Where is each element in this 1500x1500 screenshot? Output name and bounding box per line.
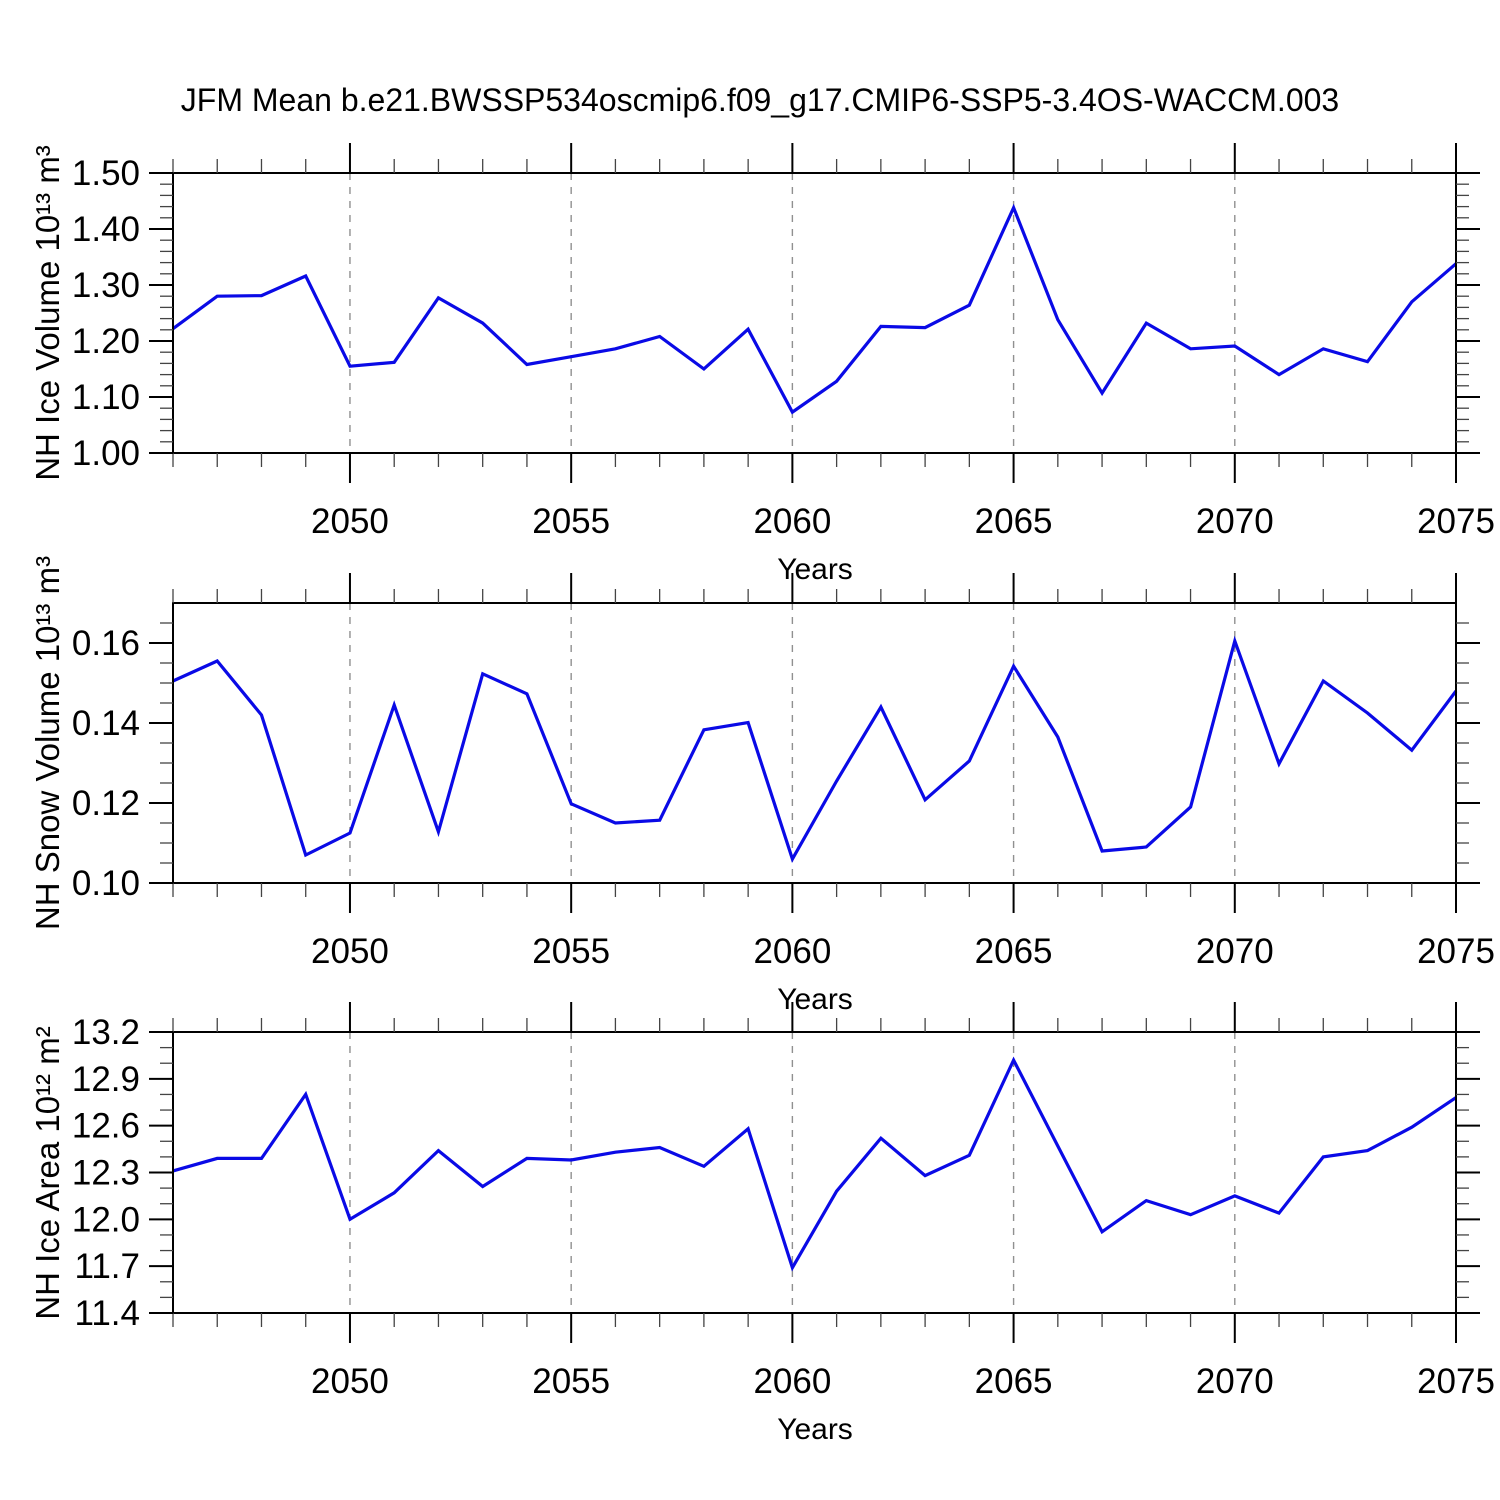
y-tick-label: 12.3 bbox=[72, 1154, 140, 1193]
line-series bbox=[172, 635, 1458, 863]
y-tick-label: 11.7 bbox=[74, 1247, 140, 1286]
x-tick-label: 2055 bbox=[532, 502, 610, 541]
line-series bbox=[172, 1056, 1457, 1272]
x-tick-label: 2060 bbox=[753, 502, 831, 541]
x-tick-label: 2050 bbox=[311, 932, 389, 971]
x-tick-label: 2065 bbox=[975, 932, 1053, 971]
y-tick-label: 0.14 bbox=[72, 704, 140, 743]
x-axis-label-years-bottom: Years bbox=[777, 1413, 853, 1446]
plot-frame bbox=[172, 1031, 1457, 1314]
y-tick-label: 0.16 bbox=[72, 624, 140, 663]
x-axis-label-years-middle: Years bbox=[777, 983, 853, 1016]
x-tick-label: 2075 bbox=[1417, 932, 1495, 971]
y-tick-label: 11.4 bbox=[74, 1294, 140, 1333]
line-series bbox=[172, 203, 1458, 415]
y-tick-label: 12.9 bbox=[72, 1060, 140, 1099]
x-tick-label: 2070 bbox=[1196, 502, 1274, 541]
y-tick-label: 1.20 bbox=[72, 322, 140, 361]
plot-frame bbox=[172, 602, 1457, 884]
y-tick-label: 1.40 bbox=[72, 210, 140, 249]
y-tick-label: 1.10 bbox=[72, 378, 140, 417]
y-tick-label: 13.2 bbox=[72, 1013, 140, 1052]
x-tick-label: 2065 bbox=[975, 502, 1053, 541]
x-tick-label: 2050 bbox=[311, 502, 389, 541]
x-tick-label: 2065 bbox=[975, 1362, 1053, 1401]
y-tick-label: 12.6 bbox=[72, 1107, 140, 1146]
y-tick-label: 0.10 bbox=[72, 864, 140, 903]
y-tick-label: 12.0 bbox=[72, 1200, 140, 1239]
x-tick-label: 2075 bbox=[1417, 1362, 1495, 1401]
chart-panel-0: 2050 2055 2060 2065 2070 2075 1.00 1.10 1.20 1.30… bbox=[72, 143, 1495, 541]
x-tick-label: 2055 bbox=[532, 1362, 610, 1401]
x-tick-label: 2050 bbox=[311, 1362, 389, 1401]
x-tick-label: 2060 bbox=[753, 932, 831, 971]
x-tick-label: 2075 bbox=[1417, 502, 1495, 541]
figure-title: JFM Mean b.e21.BWSSP534oscmip6.f09_g17.C… bbox=[180, 82, 1340, 118]
y-tick-label: 1.50 bbox=[72, 154, 140, 193]
y-tick-label: 1.00 bbox=[72, 434, 140, 473]
y-tick-label: 1.30 bbox=[72, 266, 140, 305]
x-tick-label: 2055 bbox=[532, 932, 610, 971]
x-tick-label: 2060 bbox=[753, 1362, 831, 1401]
x-tick-label: 2070 bbox=[1196, 1362, 1274, 1401]
chart-panel-2: 2050 2055 2060 2065 2070 2075 11.4 11.7 12.0 12.3… bbox=[72, 1002, 1495, 1401]
y-tick-label: 0.12 bbox=[72, 784, 140, 823]
chart-panel-1: 2050 2055 2060 2065 2070 2075 0.10 0.12 0.14 0.16 bbox=[72, 573, 1495, 971]
x-axis-label-years-top: Years bbox=[777, 553, 853, 586]
x-tick-label: 2070 bbox=[1196, 932, 1274, 971]
plot-frame bbox=[172, 172, 1457, 454]
